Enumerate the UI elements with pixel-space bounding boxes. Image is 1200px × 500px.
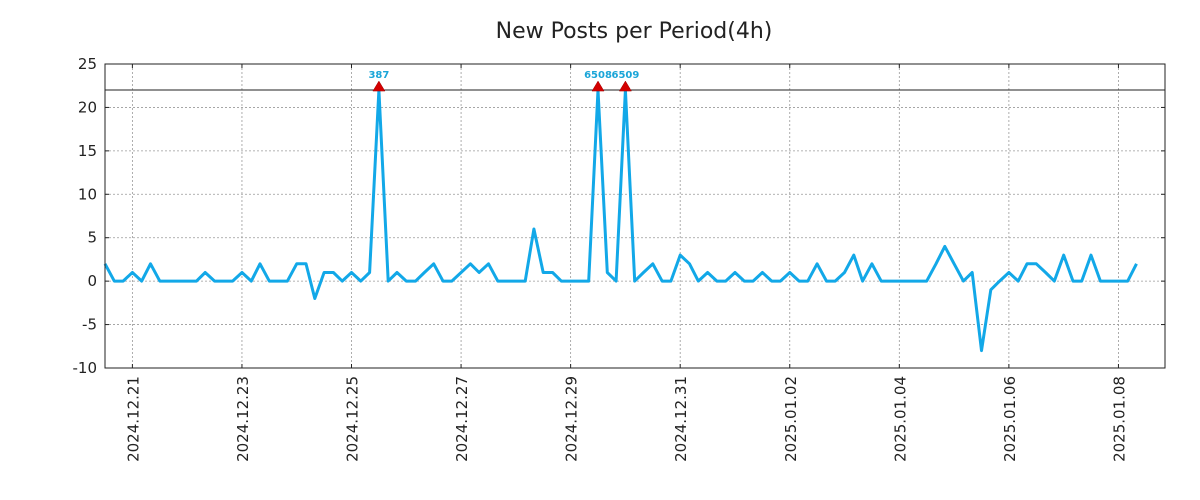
x-tick-label: 2025.01.06 xyxy=(1001,376,1019,462)
x-tick-label: 2024.12.27 xyxy=(453,376,471,462)
y-tick-label: 0 xyxy=(87,272,97,290)
x-tick-label: 2025.01.08 xyxy=(1110,376,1128,462)
x-axis: 2024.12.21 2024.12.23 2024.12.25 2024.12.27… xyxy=(124,64,1128,462)
overflow-markers: 387 6508 6509 xyxy=(368,70,639,92)
y-tick-label: 10 xyxy=(78,185,97,203)
x-tick-label: 2024.12.31 xyxy=(672,376,690,462)
y-axis: -10 -5 0 5 10 15 20 25 xyxy=(73,55,1165,377)
y-tick-label: -5 xyxy=(82,316,97,334)
x-tick-label: 2024.12.25 xyxy=(344,376,362,462)
y-tick-label: 15 xyxy=(78,142,97,160)
overflow-marker xyxy=(591,80,605,92)
overflow-marker xyxy=(618,80,632,92)
x-tick-label: 2025.01.04 xyxy=(891,376,909,462)
overflow-value-label: 6509 xyxy=(611,70,639,81)
overflow-marker xyxy=(372,80,386,92)
y-tick-label: 25 xyxy=(78,55,97,73)
plot-frame xyxy=(104,63,1166,369)
series-line-new-posts xyxy=(103,88,1138,353)
x-tick-label: 2024.12.29 xyxy=(563,376,581,462)
overflow-value-label: 6508 xyxy=(584,70,612,81)
y-tick-label: -10 xyxy=(73,359,98,377)
y-tick-label: 5 xyxy=(87,229,97,247)
x-tick-label: 2025.01.02 xyxy=(782,376,800,462)
overflow-value-label: 387 xyxy=(368,70,389,81)
chart-title: New Posts per Period(4h) xyxy=(496,19,773,44)
y-tick-label: 20 xyxy=(78,98,97,116)
x-tick-label: 2024.12.21 xyxy=(124,376,142,462)
x-tick-label: 2024.12.23 xyxy=(234,376,252,462)
grid-layer xyxy=(105,64,1165,368)
